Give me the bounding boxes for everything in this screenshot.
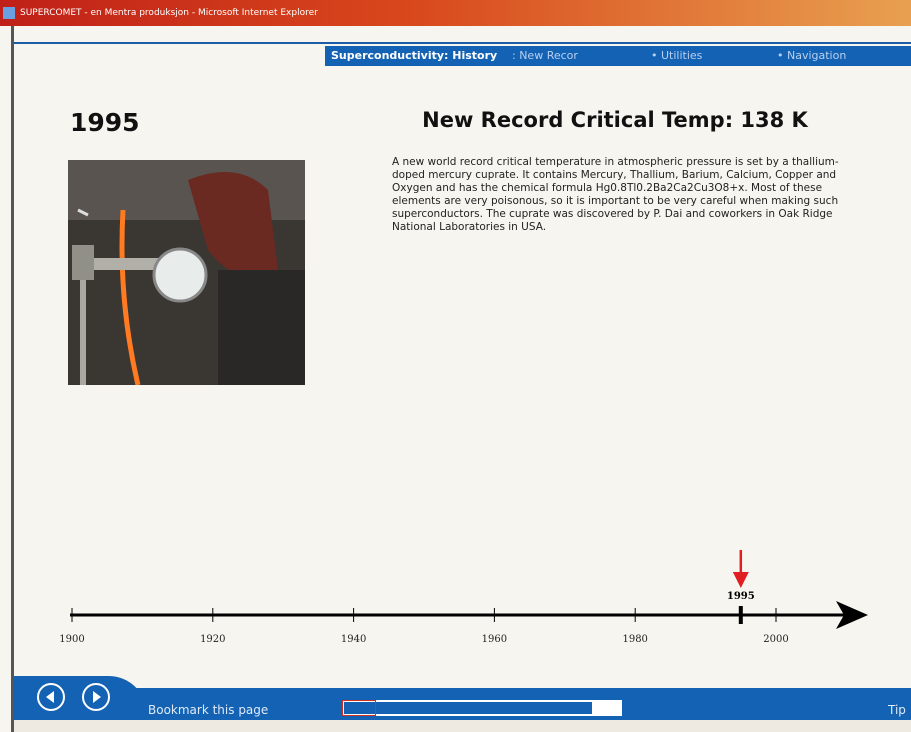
divider [14, 42, 911, 44]
border [11, 26, 14, 732]
tick-label: 2000 [763, 634, 788, 645]
tip-link[interactable]: Tip [888, 703, 906, 717]
tick-label: 1920 [200, 634, 225, 645]
app-icon [3, 7, 15, 19]
nav-bar: Superconductivity: History : New Recor •… [325, 46, 911, 66]
tick-label: 1960 [482, 634, 507, 645]
year-heading: 1995 [70, 108, 140, 137]
status-strip [14, 720, 911, 732]
bookmark-link[interactable]: Bookmark this page [148, 703, 269, 717]
year-marker [738, 606, 743, 624]
tick-label: 1980 [622, 634, 647, 645]
window-title-bar: SUPERCOMET - en Mentra produksjon - Micr… [0, 0, 911, 26]
progress-marker [342, 700, 376, 716]
page-title: New Record Critical Temp: 138 K [422, 108, 808, 132]
description: A new world record critical temperature … [392, 156, 839, 233]
forward-button[interactable] [82, 683, 110, 711]
window-title: SUPERCOMET - en Mentra produksjon - Micr… [20, 8, 318, 18]
progress-fill [344, 702, 592, 714]
pointer-head [732, 572, 749, 588]
back-icon [46, 691, 54, 703]
utilities-menu[interactable]: • Utilities [651, 49, 703, 62]
axis-arrow [836, 601, 868, 629]
photo [68, 160, 305, 385]
tick-label: 1940 [341, 634, 366, 645]
forward-icon [93, 691, 101, 703]
tick-label: 1900 [59, 634, 84, 645]
breadcrumb-current: : New Recor [512, 49, 578, 62]
marker-label: 1995 [727, 591, 755, 602]
timeline: 1900 1920 1940 1960 1980 2000 1995 [59, 550, 868, 645]
breadcrumb[interactable]: Superconductivity: History [331, 49, 498, 62]
back-button[interactable] [37, 683, 65, 711]
navigation-menu[interactable]: • Navigation [777, 49, 847, 62]
progress-bar[interactable] [342, 700, 622, 716]
